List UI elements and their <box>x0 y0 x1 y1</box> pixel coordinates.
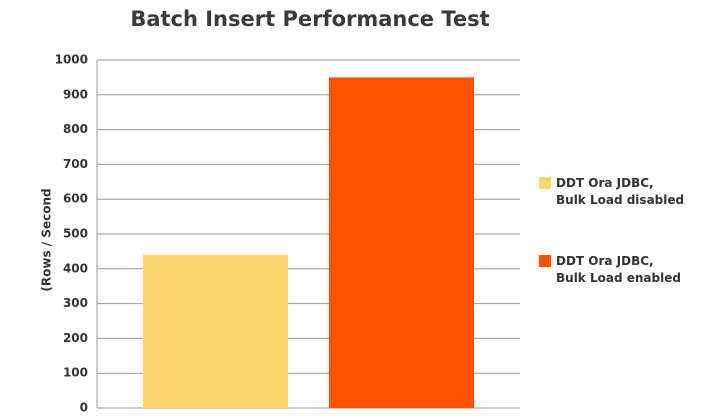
y-tick-label: 600 <box>63 192 88 206</box>
chart-title: Batch Insert Performance Test <box>130 7 489 31</box>
y-tick-label: 700 <box>63 157 88 171</box>
y-tick-label: 300 <box>63 296 88 310</box>
y-tick-label: 100 <box>63 366 88 380</box>
bar <box>329 77 474 409</box>
y-tick-label: 400 <box>63 261 88 275</box>
y-tick-label: 500 <box>63 227 88 241</box>
bar <box>143 254 288 408</box>
y-tick-label: 200 <box>63 331 88 345</box>
y-tick-label: 1000 <box>55 53 88 67</box>
legend-label: DDT Ora JDBC, Bulk Load enabled <box>556 254 681 285</box>
y-tick-label: 0 <box>80 401 88 415</box>
legend-swatch <box>539 255 551 267</box>
legend-swatch <box>539 177 551 189</box>
y-tick-label: 900 <box>63 87 88 101</box>
y-tick-label: 800 <box>63 122 88 136</box>
y-axis-label: (Rows / Second <box>40 188 54 291</box>
legend-label: DDT Ora JDBC, Bulk Load disabled <box>556 176 684 207</box>
